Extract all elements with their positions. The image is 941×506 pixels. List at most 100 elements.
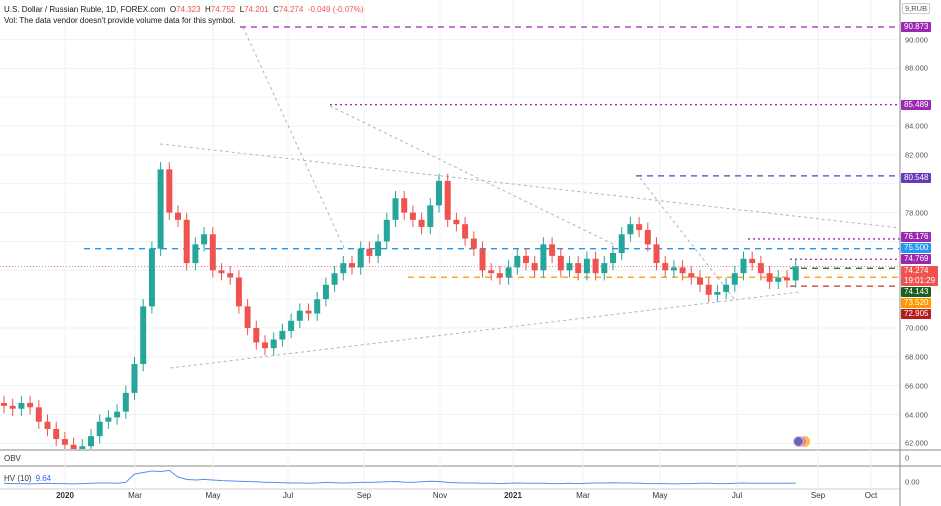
price-axis-tick: 66.000	[905, 381, 928, 391]
candle	[349, 263, 355, 268]
candle	[105, 417, 112, 422]
candle	[618, 234, 625, 254]
price-label-value: 72.905	[904, 309, 929, 318]
price-axis-tick: 62.000	[905, 438, 928, 448]
time-axis-tick: Sep	[356, 491, 372, 500]
candle	[27, 402, 34, 408]
candle	[44, 421, 51, 429]
candle	[784, 277, 790, 281]
high-label: H	[205, 5, 211, 14]
candle	[296, 310, 303, 321]
price-label-value: 75.500	[904, 243, 929, 252]
candle	[322, 284, 329, 300]
candle	[697, 277, 703, 285]
candle	[122, 392, 129, 412]
price-axis-tick: 64.000	[905, 410, 928, 419]
hv-line	[3, 469, 796, 485]
symbol-title[interactable]: U.S. Dollar / Russian Ruble, 1D, FOREX.c…	[4, 5, 166, 14]
candle	[96, 421, 103, 437]
candle	[714, 291, 721, 295]
candle	[705, 284, 712, 295]
price-label-value: 74.769	[904, 254, 929, 263]
candle	[531, 263, 538, 271]
candle	[183, 219, 190, 264]
time-axis-tick: 2021	[504, 491, 522, 500]
us-flag-event-icon[interactable]	[793, 436, 811, 447]
candle	[757, 263, 764, 274]
price-label-value: 90.873	[904, 22, 929, 31]
candle	[227, 273, 234, 278]
close-label: C	[273, 5, 279, 14]
time-axis-tick: Jul	[731, 491, 743, 500]
lower-panes-bg	[0, 449, 941, 506]
obv-pane-title[interactable]: OBV	[4, 454, 21, 463]
candle	[662, 263, 669, 271]
candle	[157, 169, 164, 249]
current-price-label: 74.274 19:01:29	[901, 266, 939, 286]
candle	[192, 244, 199, 264]
candle	[262, 342, 268, 349]
candle	[131, 364, 138, 393]
price-label-value: 73.520	[904, 298, 929, 307]
candle	[479, 248, 486, 271]
close-value: 74.274	[278, 5, 304, 14]
price-axis-tick: 68.000	[905, 352, 928, 362]
candle	[314, 299, 321, 314]
currency-unit-button[interactable]: 9,RUB	[902, 3, 931, 14]
price-axis-tick: 70.000	[905, 323, 928, 333]
candle	[35, 407, 42, 422]
candle	[148, 248, 155, 307]
price-level-label: 80.548	[901, 173, 932, 183]
hv-value: 9.64	[35, 474, 52, 483]
candle	[201, 234, 208, 245]
candle	[470, 238, 477, 249]
candle	[53, 428, 60, 440]
candle	[627, 224, 634, 235]
candle	[61, 439, 68, 445]
hv-pane-title[interactable]: HV (10) 9.64	[4, 474, 51, 483]
candle	[383, 219, 390, 242]
price-level-label: 74.769	[901, 254, 932, 264]
candle	[366, 248, 373, 256]
time-axis-tick: Oct	[864, 491, 878, 500]
candle	[523, 255, 529, 264]
hv-axis-zero: 0.00	[905, 477, 920, 487]
candle	[653, 244, 660, 264]
obv-axis-zero: 0	[905, 453, 910, 463]
candle	[357, 248, 364, 268]
time-axis-tick: Nov	[432, 491, 448, 500]
candle	[557, 255, 564, 271]
low-label: L	[239, 5, 245, 14]
time-axis-tick: Mar	[576, 491, 590, 500]
price-label-value: 85.489	[904, 100, 929, 109]
candle	[688, 273, 695, 278]
low-value: 74.201	[244, 5, 269, 14]
candle	[175, 212, 181, 220]
candle	[18, 402, 25, 409]
symbol-legend: U.S. Dollar / Russian Ruble, 1D, FOREX.c…	[4, 4, 363, 26]
candle	[418, 219, 425, 228]
trend-line	[159, 143, 901, 229]
candle	[209, 234, 216, 271]
open-value: 74.323	[176, 5, 201, 14]
candle	[462, 224, 469, 239]
candle	[253, 327, 260, 343]
candle	[488, 270, 495, 274]
price-level-label: 72.905	[901, 309, 932, 319]
candle	[436, 180, 442, 206]
candle	[749, 258, 756, 264]
price-axis-tick: 82.000	[905, 150, 928, 160]
time-axis-tick: Jul	[282, 491, 294, 500]
candle	[375, 241, 382, 256]
candle	[427, 205, 434, 228]
candle	[166, 169, 173, 213]
candle	[88, 436, 94, 447]
time-axis-tick: May	[652, 491, 668, 500]
candle	[140, 306, 147, 365]
candle	[331, 273, 338, 285]
candle	[566, 263, 573, 271]
candle	[1, 402, 7, 406]
candle	[505, 267, 512, 278]
candle	[444, 180, 451, 220]
